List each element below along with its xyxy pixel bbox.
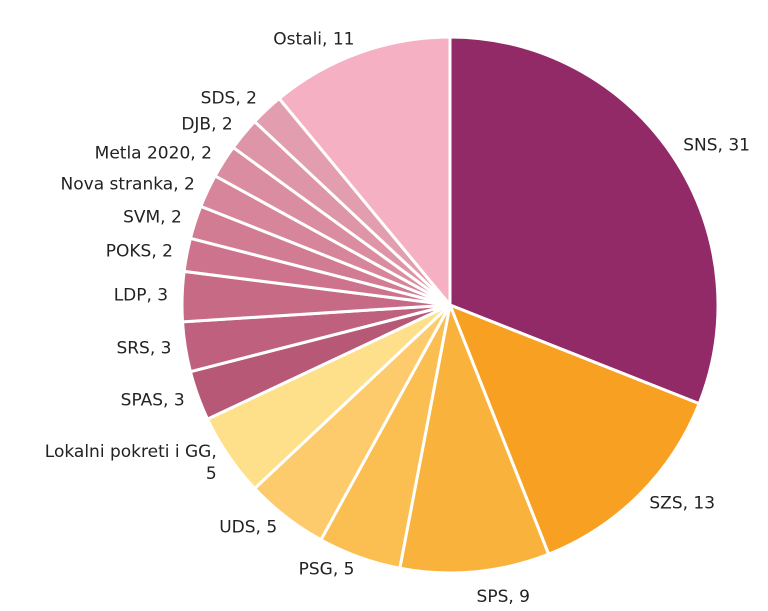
slice-label: SPAS, 3 — [120, 390, 185, 411]
slice-label: Ostali, 11 — [273, 29, 355, 50]
slice-label: SVM, 2 — [123, 207, 182, 228]
slice-label: SPS, 9 — [476, 586, 530, 607]
slice-label: Nova stranka, 2 — [60, 174, 195, 195]
slice-label: SDS, 2 — [200, 88, 257, 109]
slice-label: SRS, 3 — [116, 338, 172, 359]
slice-label: SNS, 31 — [683, 136, 750, 157]
slice-label: DJB, 2 — [181, 114, 233, 135]
slice-label: POKS, 2 — [105, 241, 173, 262]
pie-slice — [277, 35, 452, 310]
slice-label: SZS, 13 — [649, 493, 716, 514]
slice-label: Lokalni pokreti i GG, 5 — [44, 441, 217, 485]
pie-slice — [448, 35, 720, 406]
pie-slice — [398, 299, 551, 575]
pie-slice — [447, 302, 702, 557]
slice-label: UDS, 5 — [219, 517, 278, 538]
slice-label: Metla 2020, 2 — [94, 143, 212, 164]
slice-label: PSG, 5 — [298, 559, 355, 580]
slice-label: LDP, 3 — [113, 285, 169, 306]
